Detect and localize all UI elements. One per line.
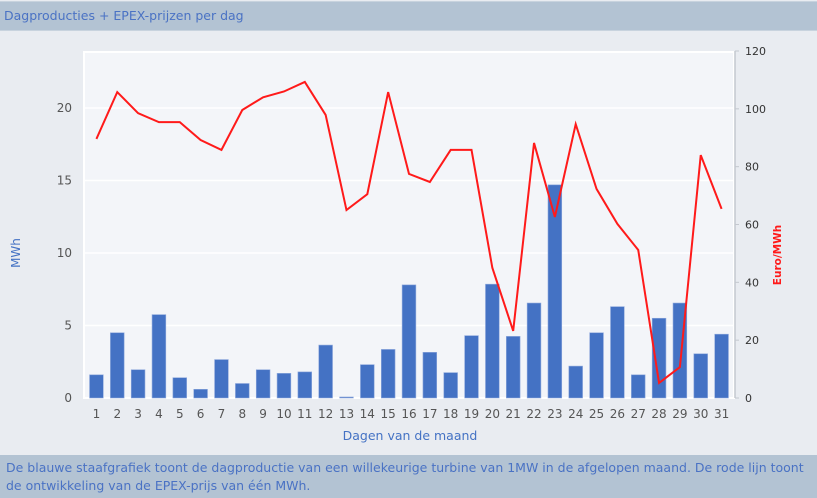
bar-day-9[interactable]	[255, 369, 271, 399]
bar-day-14[interactable]	[360, 364, 375, 399]
chart-caption-panel: De blauwe staafgrafiek toont de dagprodu…	[0, 455, 817, 498]
x-tick-label: 13	[339, 407, 354, 421]
x-tick-label: 8	[238, 407, 246, 421]
x-tick-label: 21	[506, 407, 521, 421]
x-tick-label: 9	[259, 407, 267, 421]
x-tick-label: 15	[381, 407, 396, 421]
x-tick-label: 20	[485, 407, 500, 421]
x-tick-label: 17	[422, 407, 437, 421]
x-tick-label: 4	[155, 407, 163, 421]
x-tick-label: 1	[93, 407, 101, 421]
x-axis-title: Dagen van de maand	[343, 428, 478, 443]
bar-day-16[interactable]	[401, 284, 417, 399]
x-tick-label: 31	[714, 407, 729, 421]
x-tick-label: 16	[401, 407, 416, 421]
y2-tick-label: 80	[745, 161, 759, 174]
bar-day-22[interactable]	[526, 302, 542, 399]
x-axis: 1 2 3 4 5 6 7 8 9 10 11 12 13 14 15 16 17 18 19 20 21 22 23 24 2…	[93, 407, 730, 443]
bar-day-15[interactable]	[380, 349, 396, 399]
chart-caption: De blauwe staafgrafiek toont de dagprodu…	[6, 460, 804, 493]
bar-day-12[interactable]	[318, 344, 333, 399]
bar-day-8[interactable]	[235, 383, 250, 399]
bar-day-11[interactable]	[297, 371, 312, 399]
x-tick-label: 26	[610, 407, 625, 421]
bar-day-20[interactable]	[485, 283, 500, 399]
x-tick-label: 18	[443, 407, 458, 421]
bar-day-26[interactable]	[610, 306, 625, 399]
bar-day-19[interactable]	[464, 335, 479, 399]
y-tick-label: 5	[64, 319, 72, 333]
bar-day-3[interactable]	[130, 369, 146, 399]
y-axis-right: 0 20 40 60 80 100 120 Euro/MWh	[734, 45, 784, 405]
y-tick-label: 15	[57, 174, 72, 188]
y-axis-title: MWh	[9, 238, 23, 268]
bar-series	[89, 184, 729, 399]
y-tick-label: 20	[57, 101, 72, 115]
x-tick-label: 11	[297, 407, 312, 421]
chart-title: Dagproducties + EPEX-prijzen per dag	[4, 8, 244, 23]
x-tick-label: 14	[360, 407, 375, 421]
x-tick-label: 25	[589, 407, 604, 421]
x-tick-label: 7	[218, 407, 226, 421]
y2-tick-label: 20	[745, 334, 759, 347]
x-tick-label: 2	[113, 407, 121, 421]
bar-day-28[interactable]	[651, 317, 667, 399]
bar-day-23[interactable]	[547, 184, 563, 399]
bar-day-18[interactable]	[443, 372, 458, 399]
price-line[interactable]	[95, 80, 723, 385]
bar-day-4[interactable]	[151, 314, 167, 399]
bar-day-10[interactable]	[276, 373, 292, 399]
x-tick-label: 10	[276, 407, 291, 421]
bar-day-25[interactable]	[589, 332, 604, 399]
x-tick-label: 22	[526, 407, 541, 421]
bar-day-21[interactable]	[506, 336, 521, 399]
bar-day-2[interactable]	[110, 332, 125, 399]
y2-tick-label: 120	[745, 45, 766, 58]
bar-day-17[interactable]	[422, 352, 438, 399]
x-tick-label: 30	[693, 407, 708, 421]
x-tick-label: 29	[672, 407, 687, 421]
bar-day-27[interactable]	[631, 374, 646, 399]
bar-day-6[interactable]	[193, 388, 208, 399]
bar-day-5[interactable]	[172, 377, 187, 399]
bar-day-30[interactable]	[693, 353, 708, 399]
bar-day-7[interactable]	[214, 359, 229, 399]
y2-tick-label: 60	[745, 219, 759, 232]
y2-tick-label: 40	[745, 276, 759, 289]
chart-header: Dagproducties + EPEX-prijzen per dag	[0, 1, 817, 31]
chart-container: 0 5 10 15 20 MWh 0 20 40 60 80 100 120 Euro/MWh 1 2 3 4 5 6…	[0, 33, 817, 453]
x-tick-label: 24	[568, 407, 583, 421]
x-tick-label: 28	[651, 407, 666, 421]
x-tick-label: 6	[197, 407, 205, 421]
y2-axis-title: Euro/MWh	[772, 225, 784, 285]
x-tick-label: 23	[547, 407, 562, 421]
bar-day-31[interactable]	[714, 333, 729, 399]
bar-day-1[interactable]	[89, 374, 104, 399]
bar-day-13[interactable]	[339, 396, 354, 399]
x-tick-label: 3	[134, 407, 142, 421]
x-tick-label: 12	[318, 407, 333, 421]
x-tick-label: 27	[631, 407, 646, 421]
y-tick-label: 10	[57, 246, 72, 260]
y-axis-left: 0 5 10 15 20 MWh	[9, 101, 72, 405]
y-tick-label: 0	[64, 391, 72, 405]
x-tick-label: 5	[176, 407, 184, 421]
x-tick-label: 19	[464, 407, 479, 421]
bar-day-24[interactable]	[568, 365, 583, 399]
y2-tick-label: 0	[745, 392, 752, 405]
y2-tick-label: 100	[745, 103, 766, 116]
